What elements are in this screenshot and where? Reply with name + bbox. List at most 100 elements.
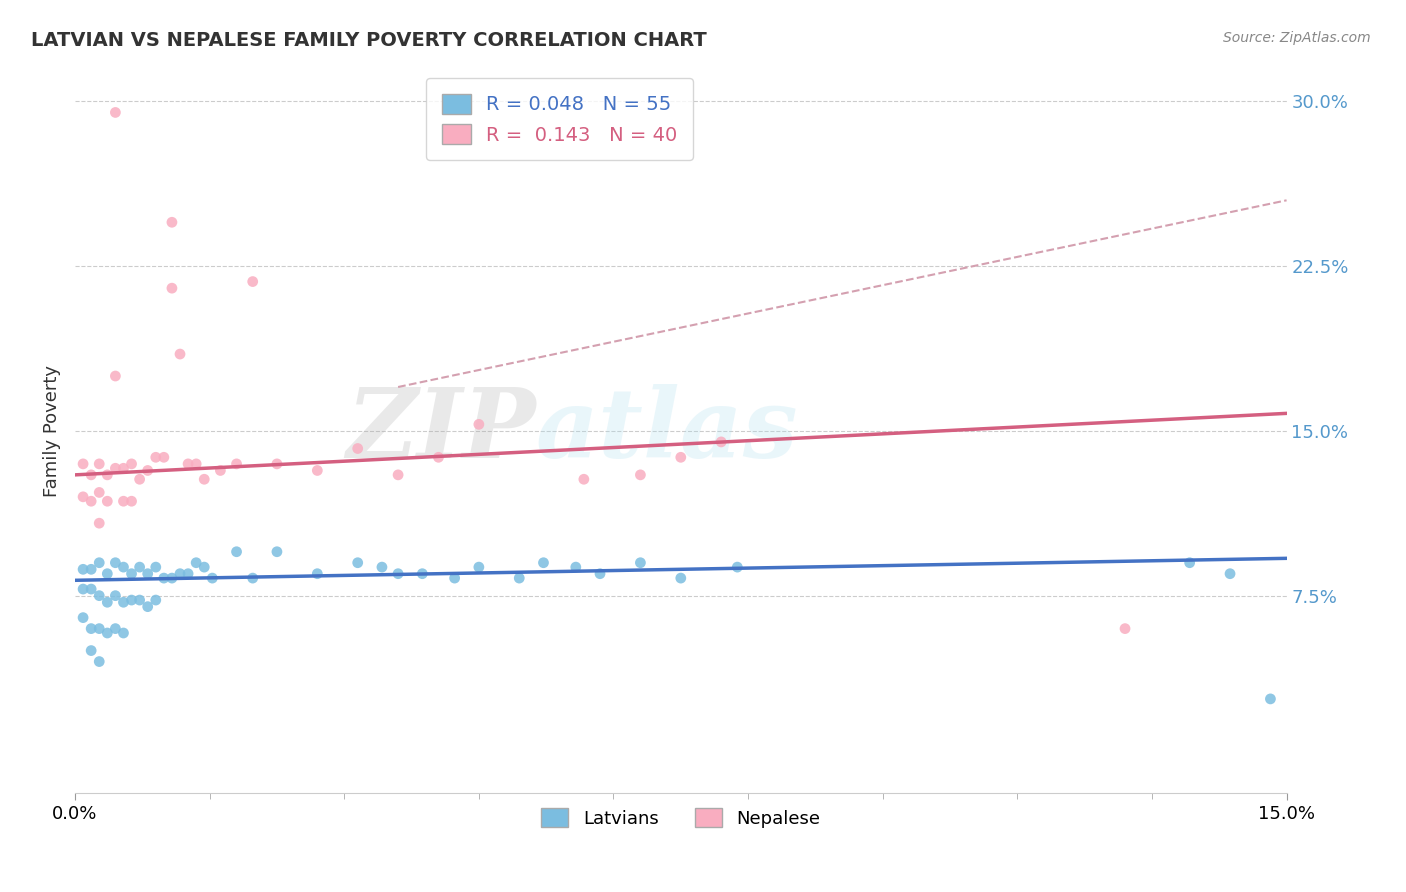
Y-axis label: Family Poverty: Family Poverty <box>44 365 60 497</box>
Point <box>104 622 127 636</box>
Point <box>112 494 135 508</box>
Point <box>96 626 118 640</box>
Point <box>186 457 208 471</box>
Point <box>112 461 135 475</box>
Point <box>136 566 159 581</box>
Point <box>121 457 143 471</box>
Point <box>160 571 183 585</box>
Point <box>669 450 692 465</box>
Point <box>371 560 394 574</box>
Point <box>266 545 288 559</box>
Legend: Latvians, Nepalese: Latvians, Nepalese <box>534 801 828 835</box>
Point <box>710 434 733 449</box>
Point <box>508 571 530 585</box>
Point <box>112 626 135 640</box>
Point <box>128 593 150 607</box>
Point <box>346 556 368 570</box>
Point <box>443 571 465 585</box>
Point <box>136 463 159 477</box>
Point <box>72 582 94 596</box>
Point <box>387 467 409 482</box>
Point <box>169 566 191 581</box>
Point <box>72 610 94 624</box>
Point <box>307 463 329 477</box>
Text: ZIP: ZIP <box>346 384 536 478</box>
Point <box>193 472 215 486</box>
Point <box>121 593 143 607</box>
Point <box>160 281 183 295</box>
Point <box>145 560 167 574</box>
Point <box>89 485 111 500</box>
Point <box>193 560 215 574</box>
Point <box>225 545 247 559</box>
Point <box>89 457 111 471</box>
Point <box>128 472 150 486</box>
Point <box>112 560 135 574</box>
Point <box>80 622 103 636</box>
Point <box>225 457 247 471</box>
Point <box>104 105 127 120</box>
Point <box>80 582 103 596</box>
Point <box>201 571 224 585</box>
Point <box>177 566 200 581</box>
Point <box>96 595 118 609</box>
Point <box>1114 622 1136 636</box>
Point <box>266 457 288 471</box>
Text: LATVIAN VS NEPALESE FAMILY POVERTY CORRELATION CHART: LATVIAN VS NEPALESE FAMILY POVERTY CORRE… <box>31 31 707 50</box>
Point <box>468 560 491 574</box>
Point <box>96 494 118 508</box>
Point <box>177 457 200 471</box>
Text: Source: ZipAtlas.com: Source: ZipAtlas.com <box>1223 31 1371 45</box>
Point <box>104 369 127 384</box>
Point <box>669 571 692 585</box>
Point <box>565 560 588 574</box>
Point <box>112 595 135 609</box>
Point <box>72 457 94 471</box>
Point <box>80 643 103 657</box>
Point <box>80 467 103 482</box>
Point <box>89 622 111 636</box>
Point <box>346 442 368 456</box>
Point <box>89 589 111 603</box>
Point <box>725 560 748 574</box>
Point <box>121 494 143 508</box>
Point <box>1260 692 1282 706</box>
Point <box>121 566 143 581</box>
Point <box>387 566 409 581</box>
Point <box>307 566 329 581</box>
Point <box>145 593 167 607</box>
Point <box>186 556 208 570</box>
Point <box>1219 566 1241 581</box>
Point <box>89 655 111 669</box>
Point <box>72 562 94 576</box>
Point <box>128 560 150 574</box>
Point <box>628 467 651 482</box>
Point <box>145 450 167 465</box>
Point <box>153 571 176 585</box>
Point <box>96 566 118 581</box>
Point <box>628 556 651 570</box>
Point <box>468 417 491 432</box>
Point <box>589 566 612 581</box>
Point <box>427 450 450 465</box>
Point <box>533 556 555 570</box>
Point <box>242 571 264 585</box>
Point <box>572 472 595 486</box>
Point <box>104 461 127 475</box>
Point <box>1178 556 1201 570</box>
Point <box>169 347 191 361</box>
Point <box>160 215 183 229</box>
Point <box>96 467 118 482</box>
Point <box>153 450 176 465</box>
Point <box>209 463 232 477</box>
Point <box>242 275 264 289</box>
Point <box>104 556 127 570</box>
Point <box>80 562 103 576</box>
Point <box>104 589 127 603</box>
Point <box>72 490 94 504</box>
Point <box>89 556 111 570</box>
Text: atlas: atlas <box>536 384 799 478</box>
Point <box>136 599 159 614</box>
Point <box>80 494 103 508</box>
Point <box>411 566 433 581</box>
